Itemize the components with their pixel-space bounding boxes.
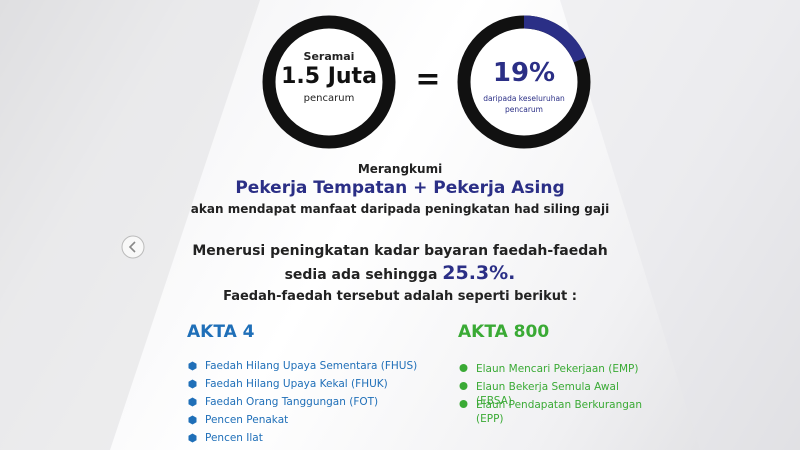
bullet bbox=[459, 382, 468, 390]
list-item: Elaun Bekerja Semula Awal (EBSA) bbox=[459, 380, 656, 408]
equals: = bbox=[415, 62, 441, 97]
percent-note: pencarum bbox=[505, 105, 543, 114]
bullet bbox=[188, 379, 197, 389]
increase-text: sedia ada sehingga bbox=[284, 267, 438, 283]
item-text: Elaun Pendapatan Berkurangan (EPP) bbox=[476, 399, 643, 425]
bullet bbox=[188, 433, 197, 443]
bg-shape bbox=[560, 0, 800, 450]
intro: Merangkumi bbox=[357, 162, 443, 176]
bullet bbox=[459, 400, 468, 408]
increase-text: Menerusi peningkatan kadar bayaran faeda… bbox=[192, 243, 608, 259]
list-item: Elaun Pendapatan Berkurangan (EPP) bbox=[459, 398, 656, 426]
percent-note: daripada keseluruhan bbox=[483, 94, 565, 103]
headline: Pekerja Tempatan + Pekerja Asing bbox=[235, 178, 565, 198]
list-item: Faedah Hilang Upaya Sementara (FHUS) bbox=[188, 360, 418, 372]
item-text: Elaun Bekerja Semula Awal (EBSA) bbox=[476, 381, 619, 407]
prev-icon bbox=[128, 241, 136, 253]
item-text: Faedah Hilang Upaya Sementara (FHUS) bbox=[205, 360, 418, 372]
list-item: Pencen Ilat bbox=[188, 432, 263, 444]
column-title: AKTA 800 bbox=[458, 322, 550, 342]
item-text: Faedah Orang Tanggungan (FOT) bbox=[205, 396, 379, 408]
bullet bbox=[188, 415, 197, 425]
list-item: Faedah Hilang Upaya Kekal (FHUK) bbox=[188, 378, 388, 390]
list-item: Elaun Mencari Pekerjaan (EMP) bbox=[459, 362, 656, 376]
increase-text: Faedah-faedah tersebut adalah seperti be… bbox=[223, 289, 577, 304]
item-text: Faedah Hilang Upaya Kekal (FHUK) bbox=[205, 378, 388, 390]
ring-left bbox=[262, 15, 396, 149]
item-text: Elaun Mencari Pekerjaan (EMP) bbox=[476, 363, 639, 375]
column-title: AKTA 4 bbox=[187, 322, 255, 342]
bg-shape bbox=[0, 0, 260, 450]
increase-text: sedia ada sehingga 25.3%. bbox=[0, 262, 800, 284]
item-text: Pencen Penakat bbox=[205, 414, 289, 426]
stat-bottom: pencarum bbox=[303, 93, 355, 104]
bullet bbox=[188, 361, 197, 371]
prev-button[interactable] bbox=[121, 235, 145, 259]
list-item: Pencen Penakat bbox=[188, 414, 289, 426]
stat-top: Seramai bbox=[303, 50, 355, 63]
bullet bbox=[459, 364, 468, 372]
item-text: Pencen Ilat bbox=[205, 432, 263, 444]
note: akan mendapat manfaat daripada peningkat… bbox=[190, 202, 610, 216]
percent: 19% bbox=[492, 58, 556, 88]
rate: 25.3%. bbox=[442, 262, 516, 284]
list-item: Faedah Orang Tanggungan (FOT) bbox=[188, 396, 379, 408]
stat-main: 1.5 Juta bbox=[281, 64, 377, 89]
percent-arc bbox=[457, 15, 591, 149]
bullet bbox=[188, 397, 197, 407]
